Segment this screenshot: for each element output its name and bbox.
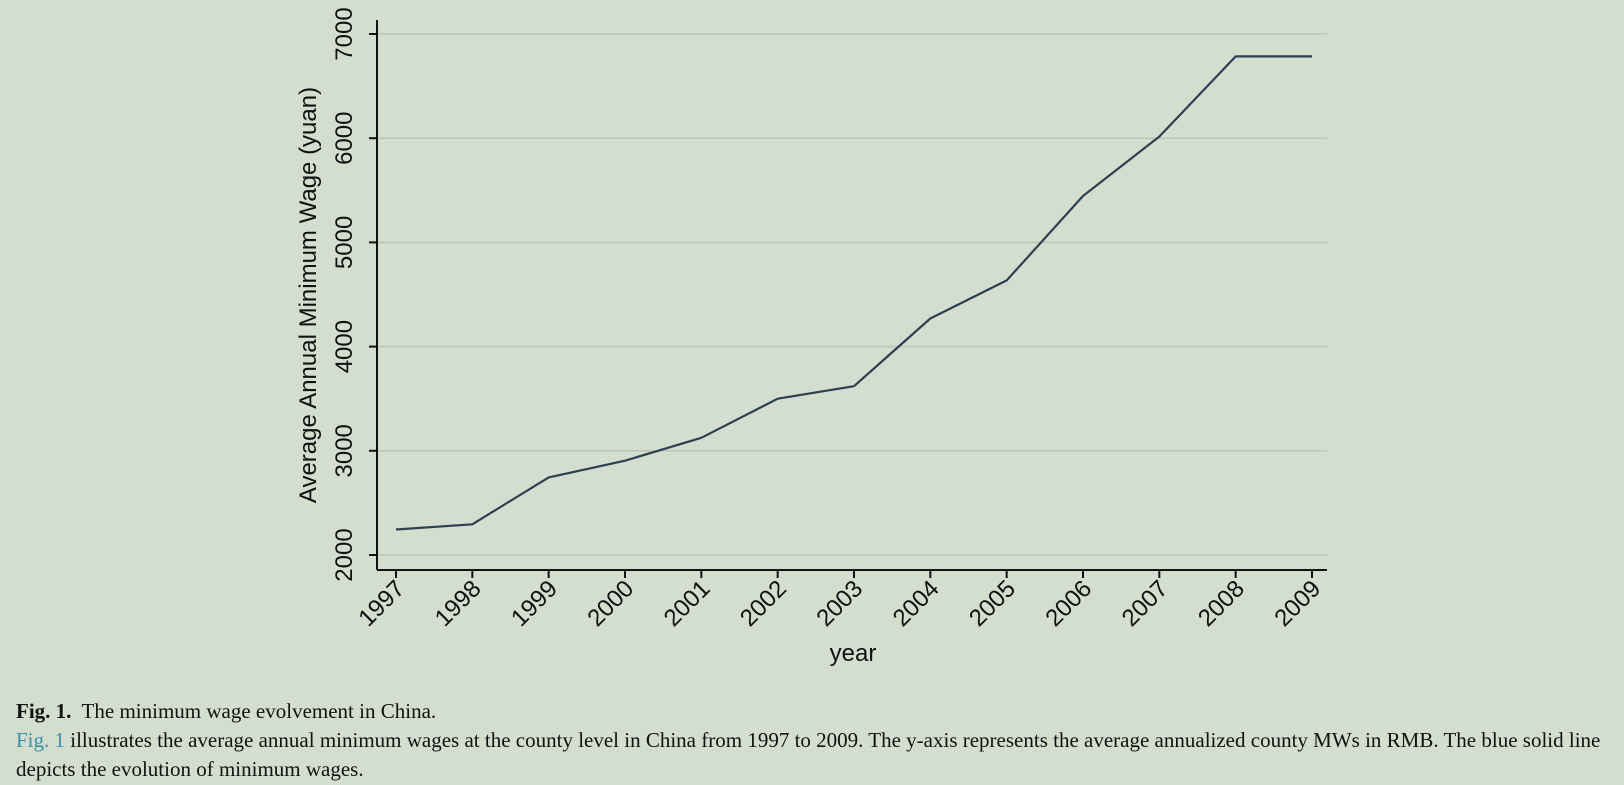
x-tick-label: 2005	[964, 575, 1021, 632]
figure-caption: Fig. 1. The minimum wage evolvement in C…	[16, 697, 1616, 784]
caption-title-line: Fig. 1. The minimum wage evolvement in C…	[16, 697, 1616, 726]
series-group	[395, 55, 1312, 531]
x-tick-label: 2000	[582, 575, 639, 632]
x-tick-label: 2004	[888, 575, 945, 632]
x-axis-title: year	[830, 640, 877, 667]
y-tick-label: 2000	[331, 528, 358, 581]
x-tick-label: 1998	[430, 575, 487, 632]
caption-body: Fig. 1 illustrates the average annual mi…	[16, 726, 1616, 784]
x-tick-label: 2003	[811, 575, 868, 632]
x-tick-label: 2001	[659, 575, 716, 632]
gridlines	[377, 33, 1327, 556]
figure-label: Fig. 1.	[16, 699, 72, 723]
y-tick-label: 7000	[331, 7, 358, 60]
y-tick-label: 6000	[331, 112, 358, 165]
y-tick-label: 3000	[331, 424, 358, 477]
figure-title: The minimum wage evolvement in China.	[81, 699, 437, 723]
x-tick-label: 2008	[1193, 575, 1250, 632]
line-chart: 2000 3000 4000 5000 6000 7000 1997 1998 1999 200…	[295, 7, 1327, 667]
y-axis-title: Average Annual Minimum Wage (yuan)	[295, 87, 322, 503]
y-tick-label: 4000	[331, 320, 358, 373]
x-tick-label: 2002	[735, 575, 792, 632]
x-tick-label: 1997	[353, 575, 410, 632]
x-tick-label: 2009	[1269, 575, 1326, 632]
series-line-0	[395, 55, 1312, 531]
x-tick-label: 1999	[506, 575, 563, 632]
y-tick-label: 5000	[331, 216, 358, 269]
x-ticks: 1997 1998 1999 2000 2001 2002 2003 2004 2005 2006…	[353, 570, 1326, 632]
x-tick-label: 2007	[1117, 575, 1174, 632]
caption-text: illustrates the average annual minimum w…	[16, 728, 1601, 781]
y-ticks: 2000 3000 4000 5000 6000 7000	[331, 7, 377, 582]
figure-ref-link[interactable]: Fig. 1	[16, 728, 66, 752]
x-tick-label: 2006	[1040, 575, 1097, 632]
